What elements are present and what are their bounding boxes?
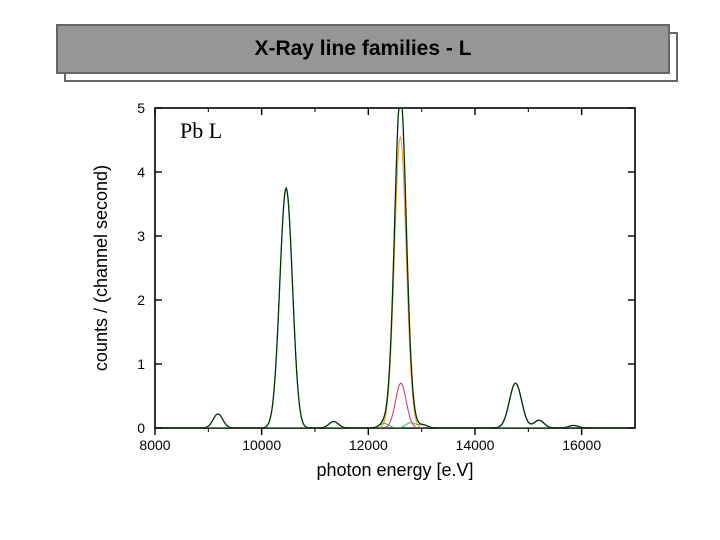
svg-text:16000: 16000 (562, 437, 601, 453)
svg-text:4: 4 (137, 164, 145, 180)
svg-text:counts / (channel second): counts / (channel second) (91, 165, 111, 371)
chart-area: 8000 10000 12000 14000 16000 0 1 2 3 4 5 photon ene… (60, 96, 660, 496)
chart-svg: 8000 10000 12000 14000 16000 0 1 2 3 4 5 photon ene… (60, 96, 660, 496)
svg-text:10000: 10000 (242, 437, 281, 453)
title-bar-wrap: X-Ray line families - L (56, 24, 666, 70)
svg-text:0: 0 (137, 420, 145, 436)
svg-text:photon energy [e.V]: photon energy [e.V] (316, 460, 473, 480)
svg-text:14000: 14000 (456, 437, 495, 453)
sample-label: Pb L (180, 118, 222, 144)
svg-text:8000: 8000 (139, 437, 170, 453)
svg-text:5: 5 (137, 100, 145, 116)
title-text: X-Ray line families - L (254, 37, 471, 61)
title-bar: X-Ray line families - L (56, 24, 670, 74)
svg-text:3: 3 (137, 228, 145, 244)
svg-text:2: 2 (137, 292, 145, 308)
svg-text:12000: 12000 (349, 437, 388, 453)
svg-text:1: 1 (137, 356, 145, 372)
